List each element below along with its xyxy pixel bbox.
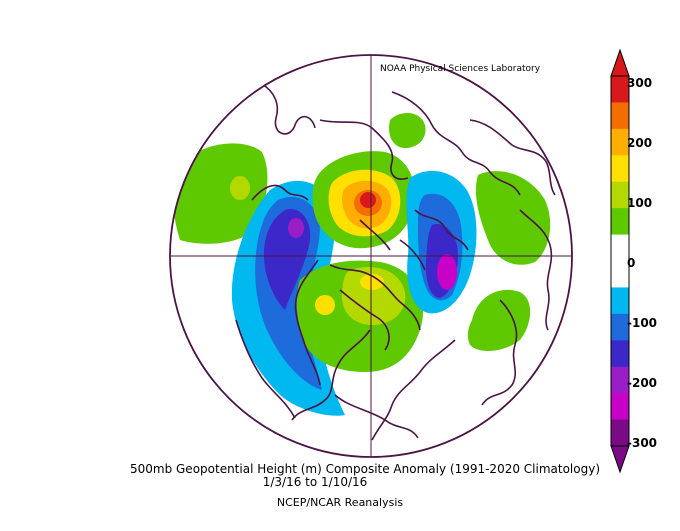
colorbar-block <box>611 313 629 341</box>
colorbar-label: 300 <box>627 76 653 90</box>
data-source: NCEP/NCAR Reanalysis <box>276 496 404 509</box>
colorbar-block <box>611 393 629 421</box>
positive-anomaly-canada-core <box>360 274 384 290</box>
positive-anomaly-siberia <box>475 171 551 265</box>
colorbar-top-arrow <box>610 48 630 77</box>
colorbar-label: 0 <box>627 256 636 270</box>
colorbar-block <box>611 366 629 394</box>
colorbar-block <box>611 340 629 368</box>
colorbar-label: -100 <box>627 316 658 330</box>
colorbar-block <box>611 181 629 209</box>
colorbar-block <box>611 419 629 447</box>
colorbar-blocks <box>611 76 629 447</box>
positive-anomaly-europe <box>389 113 426 148</box>
colorbar-block <box>611 155 629 183</box>
map-title: 500mb Geopotential Height (m) Composite … <box>129 462 600 476</box>
colorbar-label: -300 <box>627 436 658 450</box>
colorbar-block <box>611 261 629 288</box>
positive-anomaly-pacific <box>172 143 268 244</box>
colorbar <box>610 48 630 474</box>
positive-anomaly-arctic-peak <box>360 192 376 208</box>
colorbar-block <box>611 128 629 156</box>
colorbar-block <box>611 102 629 130</box>
positive-anomaly-canada-west <box>315 295 335 315</box>
positive-anomaly-pacific-core <box>230 176 250 200</box>
colorbar-label: 100 <box>627 196 653 210</box>
colorbar-label: -200 <box>627 376 658 390</box>
coastlines <box>235 83 556 441</box>
colorbar-block <box>611 234 629 262</box>
colorbar-frame <box>610 75 630 447</box>
colorbar-label: 200 <box>627 136 653 150</box>
colorbar-block <box>611 208 629 236</box>
positive-anomaly-canada-yellow <box>341 266 406 325</box>
date-range: 1/3/16 to 1/10/16 <box>262 475 368 489</box>
positive-anomaly-atlantic <box>467 289 531 352</box>
map-boundary <box>169 54 573 458</box>
negative-anomaly-eurasia-peak <box>437 254 457 290</box>
credit-label: NOAA Physical Sciences Laboratory <box>380 64 541 74</box>
colorbar-block <box>611 76 629 103</box>
colorbar-block <box>611 287 629 315</box>
negative-anomaly-alaska-peak <box>288 218 304 238</box>
